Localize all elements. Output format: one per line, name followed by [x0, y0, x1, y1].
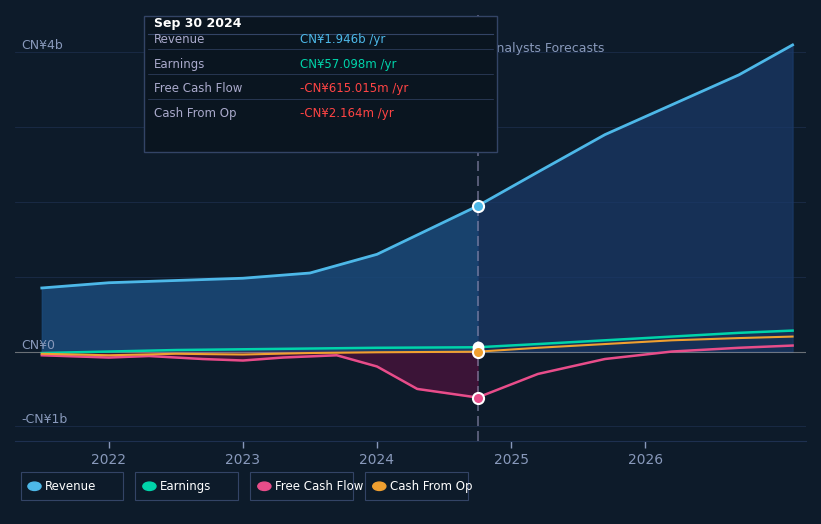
Text: -CN¥2.164m /yr: -CN¥2.164m /yr — [300, 107, 393, 120]
Text: -CN¥1b: -CN¥1b — [21, 413, 68, 427]
Text: Revenue: Revenue — [154, 33, 205, 46]
Text: CN¥1.946b /yr: CN¥1.946b /yr — [300, 33, 385, 46]
Text: Free Cash Flow: Free Cash Flow — [275, 480, 364, 493]
Text: Past: Past — [441, 42, 467, 55]
Text: Earnings: Earnings — [154, 58, 205, 71]
Text: CN¥57.098m /yr: CN¥57.098m /yr — [300, 58, 397, 71]
Text: Earnings: Earnings — [160, 480, 212, 493]
Text: Cash From Op: Cash From Op — [390, 480, 472, 493]
Text: Analysts Forecasts: Analysts Forecasts — [488, 42, 604, 55]
Text: CN¥0: CN¥0 — [21, 339, 56, 352]
Text: Free Cash Flow: Free Cash Flow — [154, 82, 242, 95]
Text: CN¥4b: CN¥4b — [21, 39, 63, 52]
Text: Sep 30 2024: Sep 30 2024 — [154, 17, 241, 30]
Text: Revenue: Revenue — [45, 480, 97, 493]
Text: Cash From Op: Cash From Op — [154, 107, 236, 120]
Text: -CN¥615.015m /yr: -CN¥615.015m /yr — [300, 82, 408, 95]
